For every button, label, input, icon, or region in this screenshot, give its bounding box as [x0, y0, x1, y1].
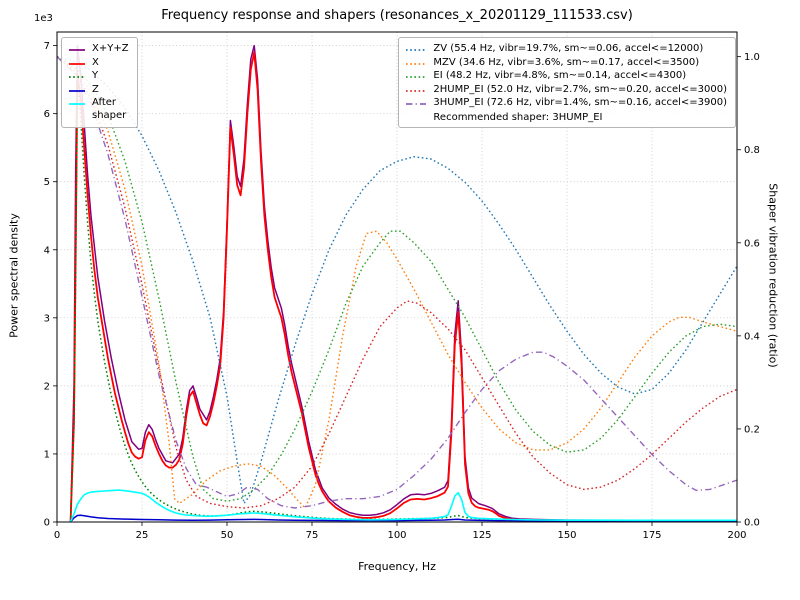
shaper-legend: ZV (55.4 Hz, vibr=19.7%, sm~=0.06, accel…: [398, 37, 736, 128]
y-left-tick-label: 2: [44, 381, 50, 392]
y-left-tick-label: 3: [44, 313, 50, 324]
legend-item-x-y-z: X+Y+Z: [68, 43, 129, 56]
legend-line-sample: [406, 103, 427, 105]
x-tick-label: 175: [642, 530, 661, 541]
x-tick-label: 100: [387, 530, 406, 541]
legend-item-2hump_ei: 2HUMP_EI (52.0 Hz, vibr=2.7%, sm~=0.20, …: [405, 84, 727, 97]
y-axis-offset-label: 1e3: [34, 13, 53, 24]
psd-legend: X+Y+Z X Y Z After shaper: [61, 37, 138, 128]
series-x: [69, 51, 737, 523]
y-left-tick-label: 7: [44, 41, 50, 52]
y-right-tick-label: 0.0: [744, 518, 760, 529]
y-left-tick-label: 4: [44, 245, 50, 256]
legend-label: MZV (34.6 Hz, vibr=3.6%, sm~=0.17, accel…: [433, 56, 700, 68]
legend-line-sample: [69, 89, 85, 92]
legend-label: X+Y+Z: [92, 43, 129, 54]
legend-item-3hump_ei: 3HUMP_EI (72.6 Hz, vibr=1.4%, sm~=0.16, …: [405, 97, 727, 110]
legend-label: ZV (55.4 Hz, vibr=19.7%, sm~=0.06, accel…: [433, 43, 704, 54]
legend-line-sample: [69, 76, 85, 78]
y-left-tick-label: 1: [44, 449, 50, 460]
legend-line-sample: [69, 62, 85, 65]
legend-item-after-shaper: After shaper: [68, 97, 129, 122]
y-left-tick-label: 6: [44, 109, 50, 120]
legend-line-sample: [69, 103, 85, 105]
legend-line-sample: [69, 49, 85, 51]
y-axis-left-label: Power spectral density: [7, 213, 21, 338]
recommended-shaper-note: Recommended shaper: 3HUMP_EI: [433, 111, 603, 123]
legend-line-sample: [406, 49, 427, 51]
x-tick-label: 50: [221, 530, 234, 541]
series-3hump_ei: [56, 56, 738, 509]
legend-label: Y: [92, 70, 99, 81]
x-axis-label: Frequency, Hz: [358, 560, 436, 573]
x-tick-label: 25: [136, 530, 149, 541]
legend-label: EI (48.2 Hz, vibr=4.8%, sm~=0.14, accel<…: [433, 70, 687, 81]
y-right-tick-label: 0.6: [744, 238, 760, 249]
legend-item-x: X: [68, 57, 129, 70]
series-z: [70, 514, 737, 523]
legend-line-sample: [406, 62, 427, 65]
y-right-tick-label: 0.4: [744, 331, 760, 342]
legend-item-mzv: MZV (34.6 Hz, vibr=3.6%, sm~=0.17, accel…: [405, 57, 727, 70]
series-ei: [56, 56, 738, 502]
series-after-shaper: [69, 489, 737, 523]
series-zv: [56, 56, 738, 505]
legend-label: 3HUMP_EI (72.6 Hz, vibr=1.4%, sm~=0.16, …: [433, 97, 727, 108]
series-y: [69, 78, 737, 522]
y-right-tick-label: 0.8: [744, 145, 760, 156]
x-tick-label: 75: [306, 530, 319, 541]
y-left-tick-label: 5: [44, 177, 50, 188]
legend-item-ei: EI (48.2 Hz, vibr=4.8%, sm~=0.14, accel<…: [405, 70, 727, 83]
y-left-tick-label: 0: [44, 518, 50, 529]
legend-label: X: [92, 56, 99, 68]
y-axis-right-label: Shaper vibration reduction (ratio): [766, 183, 780, 368]
x-tick-label: 150: [557, 530, 576, 541]
y-right-tick-label: 1.0: [744, 52, 760, 63]
shaper-legend-items: ZV (55.4 Hz, vibr=19.7%, sm~=0.06, accel…: [405, 43, 727, 110]
x-tick-label: 0: [54, 530, 60, 541]
x-tick-label: 125: [472, 530, 491, 541]
legend-line-sample: [406, 89, 427, 92]
legend-label: After shaper: [92, 97, 127, 121]
legend-item-zv: ZV (55.4 Hz, vibr=19.7%, sm~=0.06, accel…: [405, 43, 727, 56]
legend-item-y: Y: [68, 70, 129, 83]
legend-label: Z: [92, 83, 99, 95]
y-right-tick-label: 0.2: [744, 424, 760, 435]
legend-item-z: Z: [68, 84, 129, 97]
x-tick-label: 200: [727, 530, 746, 541]
legend-line-sample: [406, 76, 427, 78]
chart-title: Frequency response and shapers (resonanc…: [161, 8, 633, 23]
legend-label: 2HUMP_EI (52.0 Hz, vibr=2.7%, sm~=0.20, …: [433, 83, 727, 95]
